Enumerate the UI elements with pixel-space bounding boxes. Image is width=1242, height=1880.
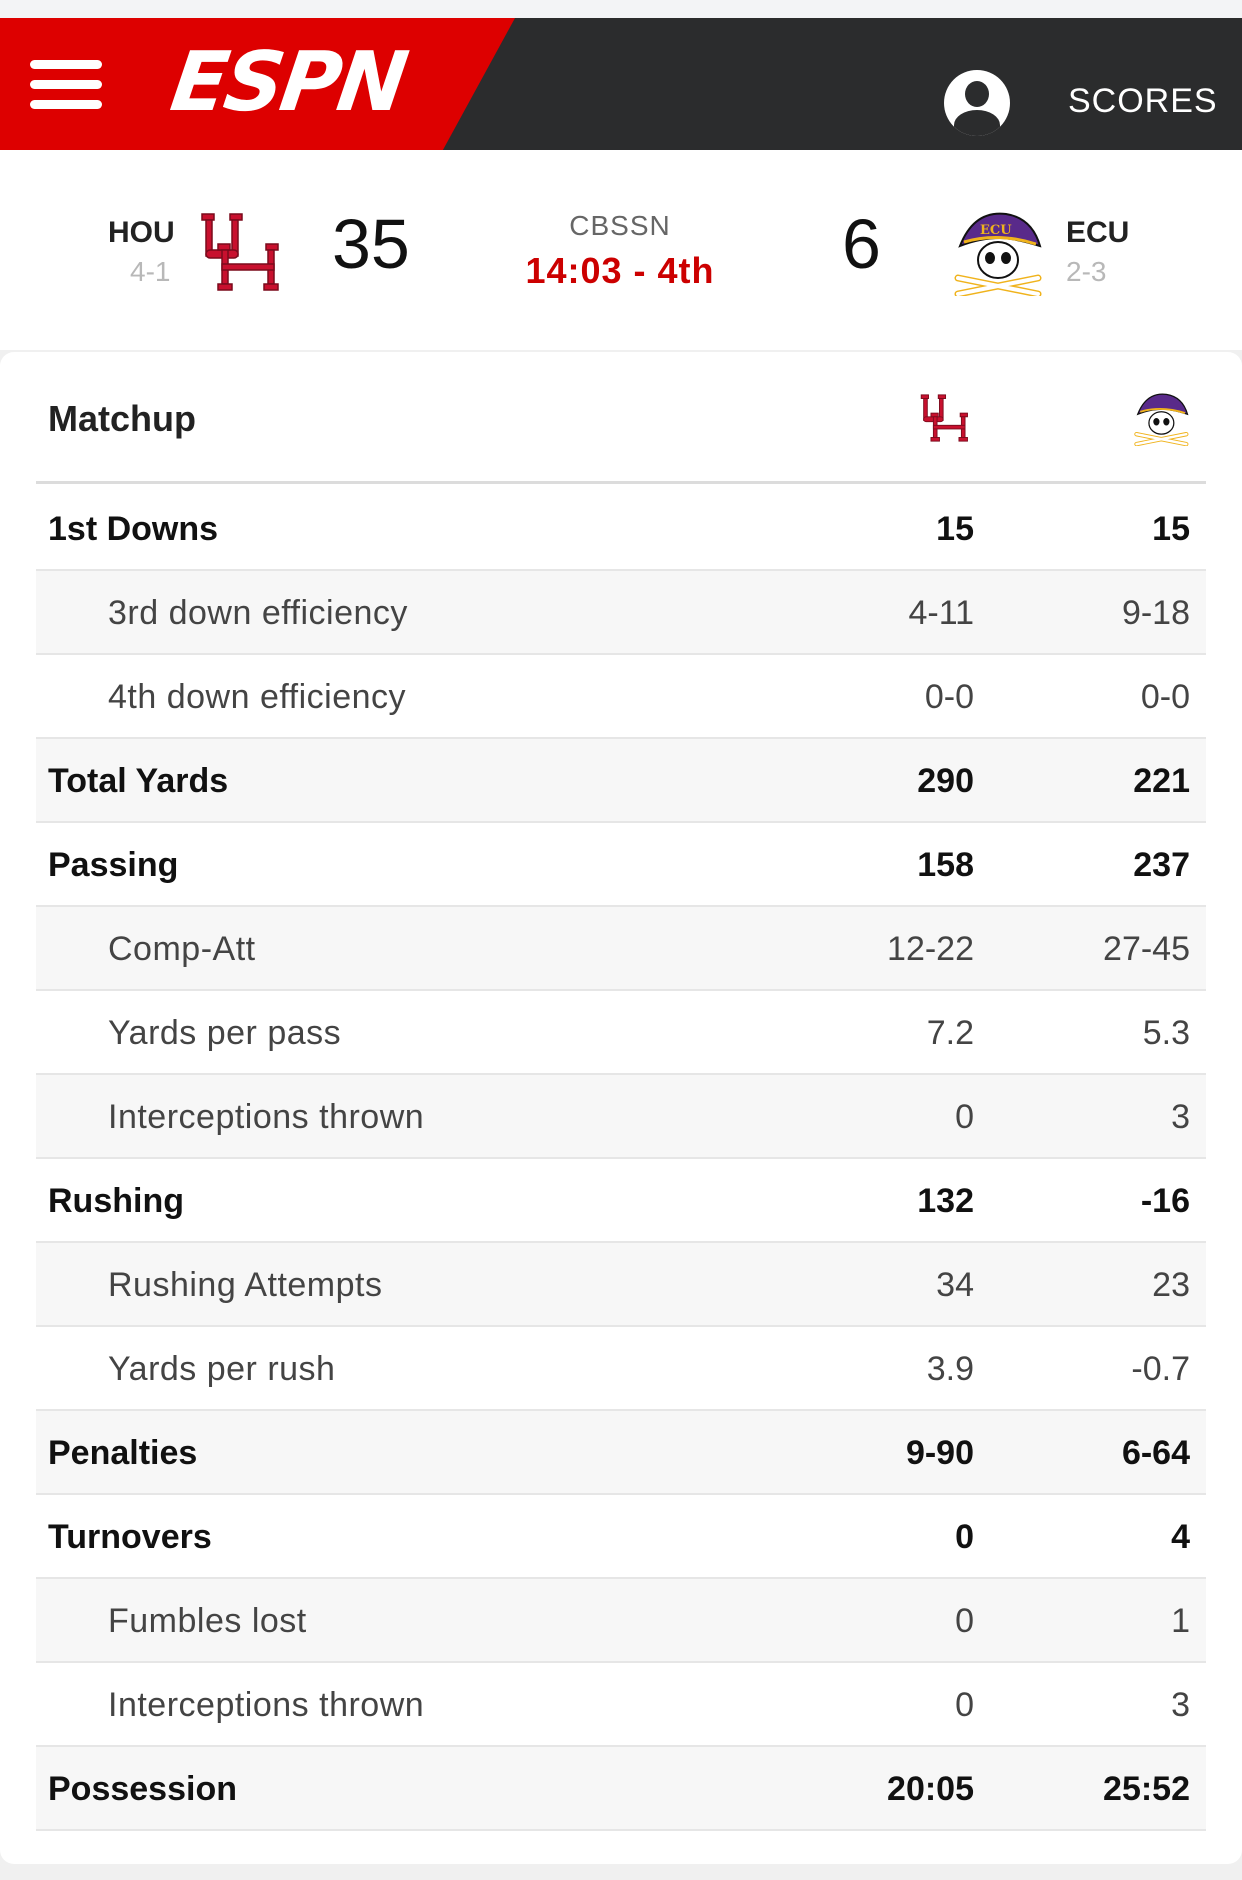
profile-icon[interactable] xyxy=(944,70,1010,136)
stat-label: 4th down efficiency xyxy=(108,678,407,716)
stat-label: Passing xyxy=(48,846,179,884)
stat-row: Rushing Attempts 34 23 xyxy=(36,1243,1206,1327)
ecu-stat-value: -16 xyxy=(1140,1182,1190,1220)
stat-row: Yards per rush 3.9 -0.7 xyxy=(36,1327,1206,1411)
ecu-stat-value: 5.3 xyxy=(1142,1014,1190,1052)
hou-stat-value: 0 xyxy=(955,1098,974,1136)
home-score: 35 xyxy=(332,205,410,283)
stat-row: 3rd down efficiency 4-11 9-18 xyxy=(36,571,1206,655)
stat-row: Passing 158 237 xyxy=(36,823,1206,907)
stat-label: Fumbles lost xyxy=(108,1602,307,1640)
matchup-card: Matchup 1st Downs 15 15 3rd down efficiency… xyxy=(0,352,1242,1864)
hou-stat-value: 0 xyxy=(955,1686,974,1724)
stat-row: Turnovers 0 4 xyxy=(36,1495,1206,1579)
stat-label: Penalties xyxy=(48,1434,198,1472)
hamburger-menu-icon[interactable] xyxy=(30,60,102,110)
ecu-stat-value: 27-45 xyxy=(1103,930,1190,968)
stat-label: Total Yards xyxy=(48,762,229,800)
hou-stat-value: 12-22 xyxy=(887,930,974,968)
ecu-column-logo-icon xyxy=(1134,393,1189,446)
stat-label: 3rd down efficiency xyxy=(108,594,408,632)
stat-row: Fumbles lost 0 1 xyxy=(36,1579,1206,1663)
stat-row: Possession 20:05 25:52 xyxy=(36,1747,1206,1831)
ecu-stat-value: 0-0 xyxy=(1140,678,1190,716)
game-scoreboard[interactable]: HOU 4-1 35 CBSSN 14:03 - 4th 6 ECU ECU 2… xyxy=(0,150,1242,350)
stat-label: Rushing xyxy=(48,1182,184,1220)
hou-stat-value: 9-90 xyxy=(905,1434,974,1472)
hou-stat-value: 158 xyxy=(917,846,974,884)
away-team-record: 2-3 xyxy=(1066,256,1107,287)
stat-row: Yards per pass 7.2 5.3 xyxy=(36,991,1206,1075)
home-team-record: 4-1 xyxy=(130,256,171,287)
stat-row: Interceptions thrown 0 3 xyxy=(36,1663,1206,1747)
hou-stat-value: 0-0 xyxy=(924,678,974,716)
ecu-stat-value: 4 xyxy=(1171,1518,1190,1556)
hou-stat-value: 34 xyxy=(936,1266,974,1304)
matchup-title: Matchup xyxy=(48,398,196,439)
ecu-stat-value: -0.7 xyxy=(1131,1350,1190,1388)
ecu-stat-value: 15 xyxy=(1152,510,1190,548)
stat-row: Total Yards 290 221 xyxy=(36,739,1206,823)
hou-stat-value: 15 xyxy=(936,510,974,548)
stat-label: Possession xyxy=(48,1770,237,1808)
ecu-stat-value: 3 xyxy=(1171,1098,1190,1136)
app-header: ESPN SCORES xyxy=(0,18,1242,150)
stat-label: Comp-Att xyxy=(108,930,256,968)
hou-stat-value: 20:05 xyxy=(887,1770,974,1808)
hou-stat-value: 7.2 xyxy=(926,1014,974,1052)
stat-label: Yards per rush xyxy=(108,1350,336,1388)
stat-label: Interceptions thrown xyxy=(108,1098,425,1136)
stat-row: Penalties 9-90 6-64 xyxy=(36,1411,1206,1495)
stat-row: 4th down efficiency 0-0 0-0 xyxy=(36,655,1206,739)
ecu-stat-value: 23 xyxy=(1152,1266,1190,1304)
ecu-stat-value: 9-18 xyxy=(1121,594,1190,632)
hou-stat-value: 3.9 xyxy=(926,1350,974,1388)
espn-logo[interactable]: ESPN xyxy=(165,35,411,130)
matchup-header: Matchup xyxy=(36,352,1206,484)
ecu-stat-value: 6-64 xyxy=(1121,1434,1190,1472)
hou-stat-value: 0 xyxy=(955,1518,974,1556)
scores-link[interactable]: SCORES xyxy=(1068,82,1218,120)
stat-row: Interceptions thrown 0 3 xyxy=(36,1075,1206,1159)
away-score: 6 xyxy=(842,205,881,283)
stat-row: Rushing 132 -16 xyxy=(36,1159,1206,1243)
hou-column-logo-icon xyxy=(920,394,968,442)
game-clock: 14:03 - 4th xyxy=(525,250,715,291)
tv-network: CBSSN xyxy=(569,210,671,241)
ecu-stat-value: 1 xyxy=(1171,1602,1190,1640)
ecu-pirate-logo-icon: ECU xyxy=(954,212,1042,296)
svg-text:ECU: ECU xyxy=(980,223,1012,238)
hou-stat-value: 0 xyxy=(955,1602,974,1640)
uh-logo-icon xyxy=(201,213,279,291)
stat-label: Interceptions thrown xyxy=(108,1686,425,1724)
home-team-abbr: HOU xyxy=(108,216,175,249)
stat-label: 1st Downs xyxy=(48,510,219,548)
hou-stat-value: 4-11 xyxy=(908,594,974,632)
stat-label: Turnovers xyxy=(48,1518,212,1556)
stat-row: Comp-Att 12-22 27-45 xyxy=(36,907,1206,991)
ecu-stat-value: 221 xyxy=(1133,762,1190,800)
ecu-stat-value: 3 xyxy=(1171,1686,1190,1724)
stat-label: Yards per pass xyxy=(108,1014,342,1052)
hou-stat-value: 132 xyxy=(917,1182,974,1220)
hou-stat-value: 290 xyxy=(917,762,974,800)
status-strip xyxy=(0,0,1242,18)
ecu-stat-value: 237 xyxy=(1133,846,1190,884)
stat-row: 1st Downs 15 15 xyxy=(36,487,1206,571)
away-team-abbr: ECU xyxy=(1066,216,1130,249)
ecu-stat-value: 25:52 xyxy=(1103,1770,1190,1808)
stat-label: Rushing Attempts xyxy=(108,1266,383,1304)
